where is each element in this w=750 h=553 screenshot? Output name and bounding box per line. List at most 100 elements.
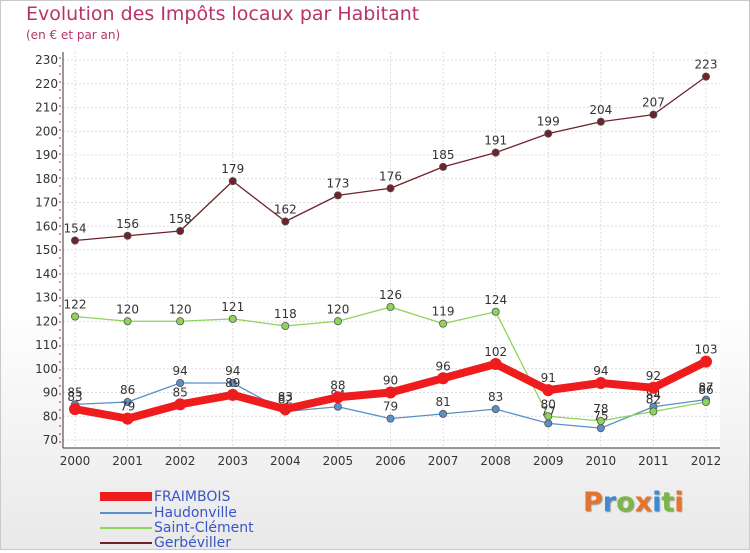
y-axis-dot [59, 209, 61, 211]
legend-swatch [100, 492, 152, 501]
x-tick-label: 2008 [480, 454, 511, 468]
y-axis-dot [59, 313, 61, 315]
data-point [439, 162, 448, 171]
data-label: 199 [537, 115, 560, 129]
data-label: 83 [488, 390, 503, 404]
y-tick-label: 220 [35, 77, 58, 91]
y-axis-dot [59, 177, 61, 179]
x-tick-label: 2006 [375, 454, 406, 468]
data-point [702, 397, 711, 406]
data-point [123, 317, 132, 326]
y-axis-dot [59, 145, 61, 147]
data-label: 103 [695, 343, 718, 357]
data-point [544, 412, 553, 421]
data-label: 207 [642, 96, 665, 110]
data-label: 122 [64, 298, 87, 312]
data-label: 179 [221, 162, 244, 176]
y-axis-dot [59, 305, 61, 307]
y-axis-dot [59, 433, 61, 435]
x-tick-label: 2012 [691, 454, 722, 468]
y-axis-dot [59, 105, 61, 107]
logo-letter: r [602, 487, 617, 518]
proxiti-logo: Proxiti [583, 487, 684, 518]
data-point [437, 372, 450, 385]
data-label: 120 [169, 302, 192, 316]
y-axis-dot [59, 289, 61, 291]
data-point [384, 386, 397, 399]
data-label: 102 [484, 345, 507, 359]
y-axis-dot [59, 353, 61, 355]
y-axis-dot [59, 401, 61, 403]
y-tick-label: 120 [35, 314, 58, 328]
data-label: 83 [67, 390, 82, 404]
data-label: 79 [120, 400, 135, 414]
logo-letter: i [652, 487, 662, 518]
y-axis-dot [59, 377, 61, 379]
logo-letter: t [661, 487, 675, 518]
data-point [71, 312, 80, 321]
legend-swatch [100, 542, 152, 544]
y-tick-label: 150 [35, 243, 58, 257]
data-point [386, 414, 395, 423]
data-label: 120 [116, 302, 139, 316]
data-label: 96 [435, 359, 450, 373]
y-axis-dot [59, 193, 61, 195]
y-axis-dot [59, 113, 61, 115]
y-axis-dot [59, 161, 61, 163]
y-axis-dot [59, 441, 61, 443]
y-axis-dot [59, 185, 61, 187]
data-point [491, 307, 500, 316]
data-label: 79 [383, 400, 398, 414]
data-point [491, 405, 500, 414]
data-point [69, 403, 81, 416]
x-tick-label: 2007 [428, 454, 459, 468]
y-tick-label: 190 [35, 148, 58, 162]
data-point [123, 231, 132, 240]
y-axis-dot [59, 81, 61, 83]
data-label: 85 [173, 385, 188, 399]
data-label: 80 [541, 397, 556, 411]
y-axis-dot [59, 217, 61, 219]
y-axis-dot [59, 241, 61, 243]
data-point [228, 177, 237, 186]
y-tick-label: 200 [35, 124, 58, 138]
data-point [649, 110, 658, 119]
logo-letter: x [634, 487, 653, 518]
y-tick-label: 230 [35, 53, 58, 67]
data-point [228, 314, 237, 323]
x-tick-label: 2004 [270, 454, 301, 468]
data-label: 204 [589, 103, 612, 117]
data-label: 162 [274, 203, 297, 217]
y-axis-dot [59, 281, 61, 283]
chart-title: Evolution des Impôts locaux par Habitant [26, 3, 420, 25]
data-point [439, 319, 448, 328]
data-label: 120 [326, 302, 349, 316]
data-point [333, 191, 342, 200]
data-point [333, 402, 342, 411]
y-tick-label: 160 [35, 219, 58, 233]
data-point [544, 419, 553, 428]
data-label: 154 [64, 222, 87, 236]
data-point [226, 388, 239, 401]
y-axis-dot [59, 225, 61, 227]
data-label: 78 [593, 402, 608, 416]
x-tick-label: 2002 [165, 454, 196, 468]
y-axis-dot [59, 417, 61, 419]
y-axis-dot [59, 73, 61, 75]
data-label: 83 [278, 390, 293, 404]
data-point [71, 236, 80, 245]
data-point [279, 403, 292, 416]
y-axis-dot [59, 265, 61, 267]
y-tick-label: 180 [35, 172, 58, 186]
y-axis-dot [59, 321, 61, 323]
y-axis-dot [59, 233, 61, 235]
data-label: 124 [484, 293, 507, 307]
y-axis-dot [59, 137, 61, 139]
y-tick-label: 210 [35, 101, 58, 115]
data-label: 94 [593, 364, 608, 378]
y-axis-dot [59, 369, 61, 371]
x-tick-label: 2009 [533, 454, 564, 468]
data-point [174, 398, 187, 411]
data-label: 176 [379, 169, 402, 183]
y-axis-dot [59, 97, 61, 99]
